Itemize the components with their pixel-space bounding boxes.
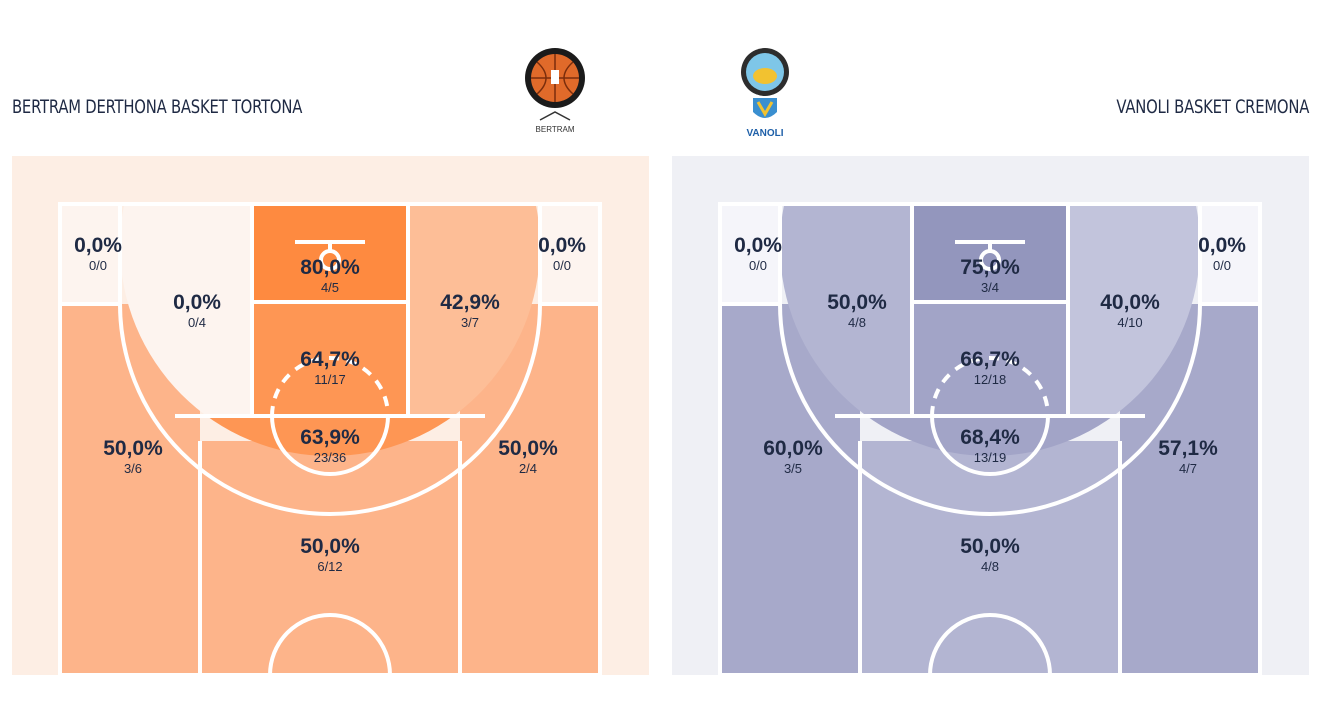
paint-pct: 68,4% [960, 426, 1020, 449]
vanoli-basket-logo: VANOLI [741, 48, 789, 139]
right-baseline-frac: 4/7 [1179, 461, 1197, 476]
right-corner-frac: 0/0 [1213, 258, 1231, 273]
vanoli-label: VANOLI [746, 128, 783, 139]
right-corner-frac: 0/0 [553, 258, 571, 273]
lane-pct: 50,0% [960, 535, 1020, 558]
lane-frac: 4/8 [981, 559, 999, 574]
team-name-home: BERTRAM DERTHONA BASKET TORTONA [12, 96, 303, 118]
right-baseline-pct: 57,1% [1158, 437, 1218, 460]
zone-lane [860, 441, 1120, 675]
lane-pct: 50,0% [300, 535, 360, 558]
right-baseline-pct: 50,0% [498, 437, 558, 460]
top-key-frac: 4/5 [321, 280, 339, 295]
shot-chart-home: 0,0% 0/0 0,0% 0/4 80,0% 4/5 42,9% 3/7 0,… [12, 156, 649, 675]
left-corner-pct: 0,0% [74, 234, 122, 257]
left-corner-frac: 0/0 [749, 258, 767, 273]
paint-pct: 63,9% [300, 426, 360, 449]
left-wing-pct: 50,0% [827, 291, 887, 314]
left-wing-pct: 0,0% [173, 291, 221, 314]
team-name-away: VANOLI BASKET CREMONA [1116, 96, 1309, 118]
court-svg-home: 0,0% 0/0 0,0% 0/4 80,0% 4/5 42,9% 3/7 0,… [12, 156, 649, 675]
right-wing-frac: 4/10 [1117, 315, 1142, 330]
mid-key-pct: 66,7% [960, 348, 1020, 371]
zone-right-corner [1200, 204, 1260, 304]
paint-frac: 13/19 [974, 450, 1007, 465]
right-wing-pct: 40,0% [1100, 291, 1160, 314]
zone-left-corner [60, 204, 120, 304]
right-corner-pct: 0,0% [538, 234, 586, 257]
left-baseline-frac: 3/6 [124, 461, 142, 476]
lane-frac: 6/12 [317, 559, 342, 574]
top-key-pct: 75,0% [960, 256, 1020, 279]
sponsor-label: BERTRAM [536, 125, 575, 134]
top-key-frac: 3/4 [981, 280, 999, 295]
left-wing-frac: 4/8 [848, 315, 866, 330]
court-svg-away: 0,0% 0/0 50,0% 4/8 75,0% 3/4 40,0% 4/10 … [672, 156, 1309, 675]
left-baseline-frac: 3/5 [784, 461, 802, 476]
zone-left-corner [720, 204, 780, 304]
right-baseline-frac: 2/4 [519, 461, 537, 476]
left-wing-frac: 0/4 [188, 315, 206, 330]
left-baseline-pct: 60,0% [763, 437, 823, 460]
derthona-basket-logo: BERTRAM [525, 48, 585, 134]
right-wing-frac: 3/7 [461, 315, 479, 330]
right-corner-pct: 0,0% [1198, 234, 1246, 257]
right-wing-pct: 42,9% [440, 291, 500, 314]
left-corner-frac: 0/0 [89, 258, 107, 273]
left-baseline-pct: 50,0% [103, 437, 163, 460]
zone-right-corner [540, 204, 600, 304]
zone-lane [200, 441, 460, 675]
top-key-pct: 80,0% [300, 256, 360, 279]
left-corner-pct: 0,0% [734, 234, 782, 257]
mid-key-pct: 64,7% [300, 348, 360, 371]
mid-key-frac: 11/17 [314, 372, 346, 387]
mid-key-frac: 12/18 [974, 372, 1007, 387]
shot-chart-away: 0,0% 0/0 50,0% 4/8 75,0% 3/4 40,0% 4/10 … [672, 156, 1309, 675]
paint-frac: 23/36 [314, 450, 347, 465]
